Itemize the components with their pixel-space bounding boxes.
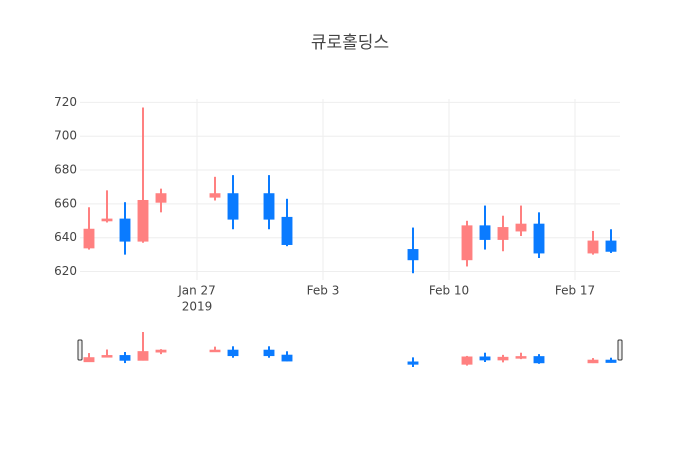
y-tick-label: 720 [54,95,77,109]
candle-body [119,218,131,242]
candle-body-mini [533,356,545,364]
candle-body [479,225,491,240]
y-tick-label: 700 [54,129,77,143]
candle-body-mini [209,349,221,353]
y-tick-label: 640 [54,230,77,244]
candle-body-mini [407,361,419,365]
rangeslider-handle [77,339,83,361]
candle-body-mini [137,351,149,361]
x-tick-label: Feb 3 [307,284,340,298]
candle-body [461,225,473,261]
candle-body [587,240,599,254]
x-tick-label: Jan 27 [177,284,216,298]
candle-body [407,249,419,261]
candle-body-mini [497,356,509,361]
y-tick-label: 680 [54,163,77,177]
candle-body [515,223,527,232]
y-tick-label: 660 [54,196,77,210]
candle-body-mini [83,357,95,363]
rangeslider-handle [617,339,623,361]
candle-body-mini [605,359,617,363]
y-tick-label: 620 [54,264,77,278]
candle-body-mini [101,355,113,358]
candle-body-mini [479,356,491,361]
candle-body-mini [587,359,599,364]
candle-body [209,193,221,198]
candle-body [83,228,95,249]
candle-body-mini [281,354,293,362]
candle-body-mini [515,356,527,359]
x-tick-label: Feb 10 [429,284,469,298]
candle-body [137,199,149,242]
candle-body-mini [461,356,473,365]
candle-body [155,193,167,203]
x-tick-label: Feb 17 [555,284,595,298]
candle-body-mini [263,349,275,357]
candle-body [533,223,545,254]
candle-body-mini [119,355,131,361]
candle-body-mini [155,349,167,353]
x-year-label: 2019 [182,300,213,314]
candle-body [227,193,239,220]
candle-body [497,227,509,240]
candle-body [263,193,275,220]
candle-body [101,218,113,222]
candle-body-mini [227,349,239,357]
chart-title: 큐로홀딩스 [311,33,389,53]
candle-body [605,240,617,252]
candle-body [281,216,293,245]
